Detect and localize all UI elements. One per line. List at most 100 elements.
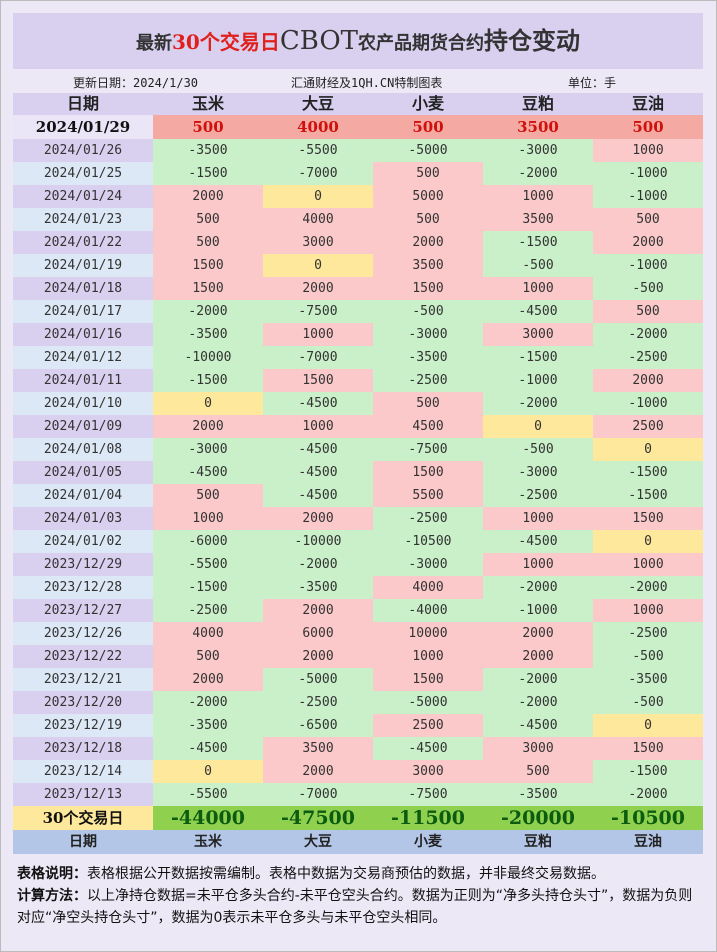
date-cell: 2024/01/02 <box>13 530 153 553</box>
value-cell: 1000 <box>263 415 373 438</box>
date-cell: 2023/12/22 <box>13 645 153 668</box>
date-cell: 2023/12/27 <box>13 599 153 622</box>
value-cell: 1000 <box>593 553 703 576</box>
title-highlight: 30个交易日 <box>172 30 280 54</box>
value-cell: -5000 <box>373 139 483 162</box>
date-cell: 2024/01/17 <box>13 300 153 323</box>
value-cell: -2000 <box>483 691 593 714</box>
value-cell: -5000 <box>263 668 373 691</box>
date-cell: 2024/01/12 <box>13 346 153 369</box>
value-cell: 500 <box>153 208 263 231</box>
value-cell: 1000 <box>483 185 593 208</box>
latest-value: 4000 <box>263 115 373 139</box>
value-cell: 3500 <box>263 737 373 760</box>
value-cell: 4500 <box>373 415 483 438</box>
value-cell: -2500 <box>373 507 483 530</box>
total-label: 30个交易日 <box>13 806 153 830</box>
value-cell: -2500 <box>153 599 263 622</box>
value-cell: 1500 <box>373 668 483 691</box>
value-cell: -2000 <box>483 162 593 185</box>
column-header: 日期 <box>13 93 153 115</box>
value-cell: -5000 <box>373 691 483 714</box>
value-cell: -7000 <box>263 783 373 806</box>
value-cell: -3500 <box>153 323 263 346</box>
footer-header: 大豆 <box>263 830 373 854</box>
value-cell: 500 <box>593 208 703 231</box>
value-cell: 1000 <box>483 553 593 576</box>
value-cell: -1500 <box>483 231 593 254</box>
value-cell: -4500 <box>373 737 483 760</box>
value-cell: -4500 <box>263 461 373 484</box>
value-cell: -4500 <box>263 484 373 507</box>
date-cell: 2024/01/11 <box>13 369 153 392</box>
value-cell: -4000 <box>373 599 483 622</box>
value-cell: -7000 <box>263 346 373 369</box>
unit: 单位：手 <box>568 76 617 90</box>
value-cell: -10500 <box>373 530 483 553</box>
value-cell: 1500 <box>593 507 703 530</box>
value-cell: -2500 <box>483 484 593 507</box>
value-cell: 0 <box>593 530 703 553</box>
latest-date: 2024/01/29 <box>13 115 153 139</box>
value-cell: -3500 <box>263 576 373 599</box>
notes: 表格说明：表格根据公开数据按需编制。表格中数据为交易商预估的数据，并非最终交易数… <box>17 863 703 929</box>
value-cell: 2500 <box>593 415 703 438</box>
value-cell: -2000 <box>593 783 703 806</box>
value-cell: 2000 <box>483 622 593 645</box>
total-value: -11500 <box>373 806 483 830</box>
value-cell: 2000 <box>593 231 703 254</box>
value-cell: -1500 <box>153 162 263 185</box>
value-cell: 500 <box>593 300 703 323</box>
value-cell: 2000 <box>153 185 263 208</box>
value-cell: -4500 <box>153 461 263 484</box>
date-cell: 2023/12/19 <box>13 714 153 737</box>
value-cell: 500 <box>153 231 263 254</box>
date-cell: 2024/01/18 <box>13 277 153 300</box>
value-cell: 4000 <box>373 576 483 599</box>
value-cell: -3500 <box>593 668 703 691</box>
value-cell: 2000 <box>483 645 593 668</box>
value-cell: -2000 <box>593 323 703 346</box>
date-cell: 2024/01/05 <box>13 461 153 484</box>
value-cell: 1000 <box>483 507 593 530</box>
value-cell: -2000 <box>593 576 703 599</box>
date-cell: 2023/12/26 <box>13 622 153 645</box>
note-text: 以上净持仓数据=未平仓多头合约-未平仓空头合约。数据为正则为“净多头持仓头寸”，… <box>17 888 693 926</box>
latest-value: 500 <box>153 115 263 139</box>
value-cell: -5500 <box>153 783 263 806</box>
value-cell: 6000 <box>263 622 373 645</box>
value-cell: 0 <box>153 760 263 783</box>
date-cell: 2023/12/21 <box>13 668 153 691</box>
value-cell: 2000 <box>153 415 263 438</box>
date-cell: 2023/12/28 <box>13 576 153 599</box>
value-cell: -2500 <box>593 346 703 369</box>
value-cell: 2000 <box>263 277 373 300</box>
value-cell: 2000 <box>263 599 373 622</box>
value-cell: -500 <box>593 645 703 668</box>
value-cell: -1500 <box>153 576 263 599</box>
value-cell: -4500 <box>483 300 593 323</box>
value-cell: 500 <box>373 162 483 185</box>
footer-header: 豆粕 <box>483 830 593 854</box>
value-cell: -1000 <box>483 369 593 392</box>
date-cell: 2023/12/14 <box>13 760 153 783</box>
value-cell: 0 <box>593 438 703 461</box>
value-cell: 1500 <box>153 254 263 277</box>
value-cell: 4000 <box>263 208 373 231</box>
value-cell: -3000 <box>483 139 593 162</box>
title-middle: 农产品期货合约 <box>357 33 484 54</box>
value-cell: 4000 <box>153 622 263 645</box>
total-value: -44000 <box>153 806 263 830</box>
note-label: 表格说明： <box>17 866 87 882</box>
value-cell: 3500 <box>373 254 483 277</box>
value-cell: 1500 <box>263 369 373 392</box>
value-cell: -4500 <box>263 438 373 461</box>
value-cell: 500 <box>373 208 483 231</box>
value-cell: -1000 <box>593 162 703 185</box>
value-cell: -2500 <box>263 691 373 714</box>
date-cell: 2023/12/29 <box>13 553 153 576</box>
value-cell: -10000 <box>263 530 373 553</box>
date-cell: 2024/01/08 <box>13 438 153 461</box>
date-cell: 2024/01/24 <box>13 185 153 208</box>
value-cell: -3500 <box>153 714 263 737</box>
